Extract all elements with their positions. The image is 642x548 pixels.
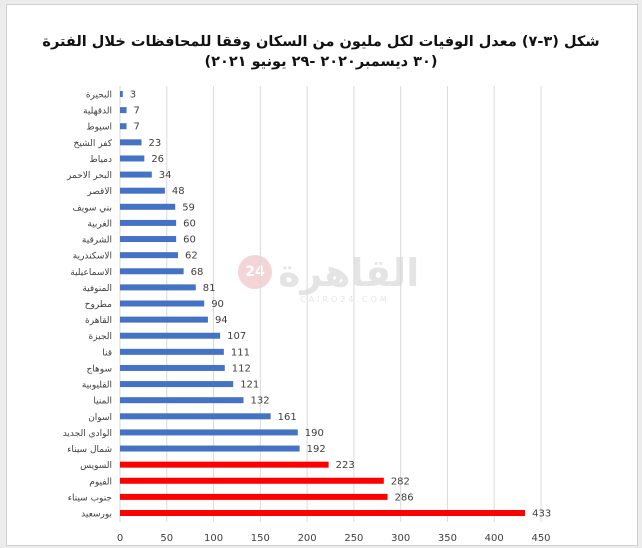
y-category-label: الدقهلية xyxy=(83,107,112,117)
bar xyxy=(120,381,234,388)
bar-value-label: 94 xyxy=(215,315,228,326)
y-category-label: مطروح xyxy=(85,300,113,310)
y-category-label: اسوان xyxy=(88,413,112,423)
bar xyxy=(120,510,526,516)
chart-sheet xyxy=(6,4,638,546)
y-category-label: الفيوم xyxy=(89,477,112,487)
y-category-label: القاهرة xyxy=(85,316,112,326)
x-tick-label: 100 xyxy=(204,533,223,544)
bar-value-label: 132 xyxy=(250,396,269,407)
bar xyxy=(120,252,179,259)
y-category-label: بورسعيد xyxy=(81,510,112,520)
x-tick-label: 450 xyxy=(531,533,550,544)
y-category-label: قنا xyxy=(102,348,112,358)
bar xyxy=(120,300,205,307)
bar xyxy=(120,397,244,404)
bar-value-label: 282 xyxy=(391,476,410,487)
y-category-label: المنيا xyxy=(93,397,112,407)
y-category-label: الشرقية xyxy=(82,236,112,246)
bar-value-label: 62 xyxy=(185,251,198,262)
bar xyxy=(120,268,184,275)
bar-value-label: 192 xyxy=(307,444,326,455)
y-category-label: السويس xyxy=(80,461,112,471)
bar-value-label: 81 xyxy=(203,283,216,294)
bar-value-label: 286 xyxy=(395,492,414,503)
bar xyxy=(120,219,177,226)
y-category-label: البحر الاحمر xyxy=(66,171,112,181)
y-category-label: الوادي الجديد xyxy=(63,429,112,439)
x-tick-label: 0 xyxy=(117,533,123,544)
bar-value-label: 60 xyxy=(183,218,196,229)
y-category-label: الغربية xyxy=(87,219,112,229)
bar xyxy=(120,445,300,452)
bar xyxy=(120,316,208,323)
bar-value-label: 190 xyxy=(305,428,324,439)
bar-value-label: 59 xyxy=(182,202,195,213)
y-category-label: الاسكندرية xyxy=(73,252,112,262)
bar-value-label: 112 xyxy=(232,363,251,374)
bar-value-label: 34 xyxy=(159,170,172,181)
bar xyxy=(120,461,329,468)
bar xyxy=(120,236,177,243)
bar xyxy=(120,332,221,339)
y-category-label: الجيزة xyxy=(89,332,112,342)
bar-value-label: 161 xyxy=(278,412,297,423)
x-tick-label: 350 xyxy=(438,533,457,544)
x-tick-label: 400 xyxy=(485,533,504,544)
bar-value-label: 26 xyxy=(151,154,164,165)
y-category-label: المنوفية xyxy=(82,284,112,294)
bar-value-label: 433 xyxy=(532,509,551,520)
y-category-label: بني سويف xyxy=(72,203,112,213)
bar-value-label: 3 xyxy=(130,90,136,101)
bar-value-label: 111 xyxy=(231,347,250,358)
x-tick-label: 50 xyxy=(160,533,173,544)
bar-value-label: 48 xyxy=(172,186,185,197)
chart-title: شكل (٣-٧) معدل الوفيات لكل مليون من السك… xyxy=(42,34,600,50)
y-category-label: دمياط xyxy=(89,155,112,165)
y-category-label: كفر الشيخ xyxy=(74,139,113,149)
bar xyxy=(120,284,196,291)
bar-value-label: 23 xyxy=(149,138,162,149)
y-category-label: اسيوط xyxy=(86,123,112,133)
bar-value-label: 107 xyxy=(227,331,246,342)
bar xyxy=(120,155,145,162)
bar xyxy=(120,429,298,436)
y-category-label: القليوبية xyxy=(82,381,112,391)
bar xyxy=(120,477,384,484)
bar-value-label: 7 xyxy=(134,106,140,117)
x-tick-label: 300 xyxy=(391,533,410,544)
x-tick-label: 200 xyxy=(298,533,317,544)
y-category-label: جنوب سيناء xyxy=(68,493,112,503)
bar xyxy=(120,413,271,420)
y-category-label: الاقصر xyxy=(86,187,112,197)
bar xyxy=(120,348,224,355)
bar xyxy=(120,139,142,146)
x-tick-label: 150 xyxy=(251,533,270,544)
y-category-label: شمال سيناء xyxy=(67,445,112,455)
x-tick-label: 250 xyxy=(344,533,363,544)
y-category-label: سوهاج xyxy=(87,364,113,374)
bar xyxy=(120,171,152,178)
bar xyxy=(120,91,123,97)
bar-value-label: 7 xyxy=(134,122,140,133)
bar-value-label: 68 xyxy=(191,267,204,278)
bar-value-label: 90 xyxy=(211,299,224,310)
chart-subtitle: (٣٠ ديسمبر٢٠٢٠ -٢٩ يونيو ٢٠٢١) xyxy=(204,54,438,70)
bar-value-label: 121 xyxy=(240,380,259,391)
bar xyxy=(120,364,225,371)
y-category-label: البحيرة xyxy=(86,91,112,101)
bar xyxy=(120,107,127,114)
bar-value-label: 60 xyxy=(183,235,196,246)
bar xyxy=(120,187,165,194)
bar-value-label: 223 xyxy=(336,460,355,471)
bar xyxy=(120,203,176,210)
bar xyxy=(120,123,127,130)
y-category-label: الاسماعيلية xyxy=(70,268,112,278)
bar xyxy=(120,493,388,500)
